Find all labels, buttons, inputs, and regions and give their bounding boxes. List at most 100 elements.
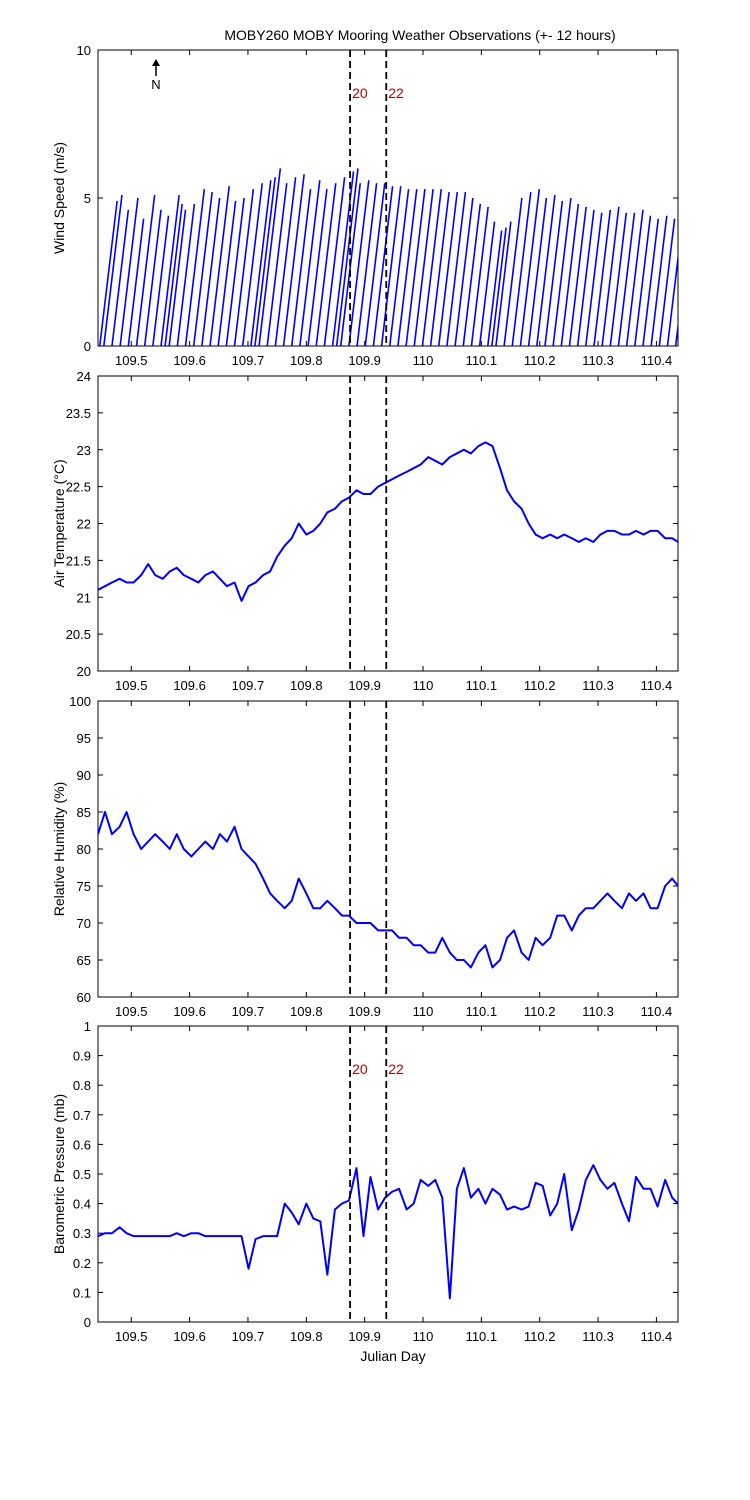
y-tick-label: 0.5	[73, 1167, 91, 1182]
series-line	[98, 811, 678, 969]
x-tick-label: 109.6	[173, 678, 206, 693]
y-tick-label: 23	[77, 443, 91, 458]
wind-stick	[250, 180, 272, 346]
wind-stick	[421, 189, 443, 346]
series-line	[98, 1164, 678, 1300]
wind-stick	[519, 189, 541, 346]
wind-stick	[437, 191, 459, 346]
wind-stick	[650, 215, 668, 346]
wind-stick	[192, 191, 213, 346]
wind-stick	[103, 194, 123, 346]
x-tick-label: 110.4	[641, 353, 673, 368]
x-tick-label: 109.8	[290, 1004, 323, 1019]
wind-stick	[168, 209, 187, 346]
x-tick-label: 110	[413, 353, 434, 368]
x-tick-label: 110.3	[582, 678, 614, 693]
y-tick-label: 0.8	[73, 1078, 91, 1093]
wind-stick	[658, 218, 676, 346]
x-tick-label: 109.9	[348, 1329, 381, 1344]
y-axis-label: Wind Speed (m/s)	[51, 142, 67, 254]
panel-2: 109.5 109.6 109.7 109.8 109.9 110 110.1 110.2 11…	[51, 369, 679, 693]
wind-stick	[593, 209, 612, 346]
x-tick-label: 110.4	[641, 678, 673, 693]
x-tick-label: 110.3	[582, 1004, 614, 1019]
x-tick-label: 109.8	[290, 1329, 323, 1344]
y-tick-label: 100	[69, 694, 91, 709]
y-tick-label: 0.1	[73, 1285, 91, 1300]
wind-stick	[666, 251, 678, 346]
x-tick-label: 110.2	[524, 678, 556, 693]
wind-stick	[617, 212, 636, 346]
x-tick-label: 109.6	[173, 353, 206, 368]
wind-stick	[405, 189, 426, 346]
x-tick-label: 110.2	[524, 1004, 556, 1019]
wind-stick	[397, 189, 418, 346]
wind-stick	[160, 194, 180, 346]
y-tick-label: 0.9	[73, 1049, 91, 1064]
x-tick-label: 110.4	[641, 1329, 673, 1344]
wind-stick	[535, 194, 556, 346]
wind-stick	[201, 197, 221, 346]
wind-stick	[152, 215, 170, 346]
x-tick-label: 109.6	[173, 1004, 206, 1019]
wind-stick	[307, 189, 328, 346]
wind-stick	[111, 209, 130, 346]
x-tick-label: 110	[413, 1004, 434, 1019]
wind-stick	[282, 174, 305, 346]
wind-stick	[143, 209, 162, 346]
x-tick-label: 110.1	[466, 353, 498, 368]
y-tick-label: 0.7	[73, 1108, 91, 1123]
x-tick-label: 109.9	[348, 678, 381, 693]
wind-stick	[209, 186, 231, 346]
wind-stick	[527, 197, 548, 346]
wind-stick	[413, 189, 434, 346]
y-tick-label: 21.5	[66, 553, 91, 568]
x-tick-label: 109.5	[115, 678, 148, 693]
y-tick-label: 60	[77, 990, 91, 1005]
wind-stick	[609, 212, 628, 346]
series-line	[98, 441, 678, 602]
x-tick-label: 110.2	[524, 1329, 556, 1344]
x-axis-label: Julian Day	[360, 1348, 425, 1364]
wind-stick	[225, 197, 245, 346]
time-marker-label: 20	[352, 85, 368, 101]
wind-stick	[495, 221, 512, 346]
y-tick-label: 10	[77, 43, 91, 58]
wind-stick	[241, 183, 264, 346]
y-tick-label: 0	[84, 339, 91, 354]
wind-stick	[217, 200, 237, 346]
wind-stick	[576, 209, 595, 346]
x-tick-label: 109.5	[115, 353, 148, 368]
plot-area	[98, 1164, 678, 1300]
wind-stick	[184, 189, 206, 346]
y-tick-label: 23.5	[66, 406, 91, 421]
wind-stick	[274, 177, 297, 346]
y-tick-label: 0.6	[73, 1137, 91, 1152]
plot-area	[98, 441, 678, 602]
wind-stick	[348, 180, 370, 346]
x-tick-label: 110.4	[641, 1004, 673, 1019]
plot-area	[98, 811, 678, 969]
panel-4: 109.5 109.6 109.7 109.8 109.9 110 110.1 110.2 11…	[51, 1019, 679, 1344]
wind-stick	[233, 189, 255, 346]
plot-frame	[97, 1025, 679, 1323]
x-tick-label: 109.6	[173, 1329, 206, 1344]
wind-stick	[552, 197, 572, 346]
y-axis-label: Barometric Pressure (mb)	[51, 1094, 67, 1254]
wind-stick	[642, 218, 660, 346]
panels: 109.5 109.6 109.7 109.8 109.9 110 110.1 110.2 11…	[51, 43, 679, 1344]
y-tick-label: 70	[77, 916, 91, 931]
plot-frame	[97, 375, 679, 672]
x-tick-label: 109.7	[232, 1004, 265, 1019]
y-axis-label: Air Temperature (°C)	[51, 459, 67, 587]
wind-stick	[568, 206, 587, 346]
y-tick-label: 1	[84, 1019, 91, 1034]
wind-stick	[356, 183, 378, 346]
wind-stick	[323, 177, 346, 346]
wind-stick	[462, 203, 482, 346]
wind-stick	[380, 186, 402, 346]
x-tick-label: 109.9	[348, 1004, 381, 1019]
wind-stick	[503, 197, 523, 346]
y-tick-label: 21	[77, 590, 91, 605]
y-tick-label: 0.4	[73, 1197, 91, 1212]
